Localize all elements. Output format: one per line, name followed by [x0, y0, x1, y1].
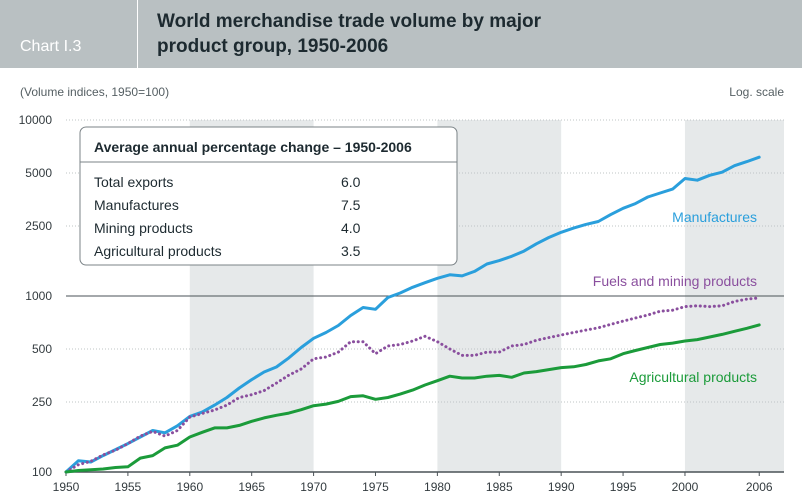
series-line-agricultural [64, 323, 761, 474]
x-tick-label: 1975 [362, 480, 389, 494]
y-tick-label: 500 [32, 342, 52, 356]
x-tick-labels: 1950 1955 1960 1965 1970 1975 1980 1985 1990 1995… [53, 472, 773, 494]
y-tick-label: 1000 [25, 289, 52, 303]
x-tick-label: 2006 [746, 480, 773, 494]
x-tick-label: 2000 [672, 480, 699, 494]
y-tick-label: 2500 [25, 219, 52, 233]
chart-subtitle: (Volume indices, 1950=100) [20, 85, 169, 99]
chart-header: Chart I.3 World merchandise trade volume… [0, 0, 802, 68]
legend-row-value: 7.5 [341, 197, 361, 213]
x-tick-label: 1965 [238, 480, 265, 494]
chart-number-label: Chart I.3 [20, 38, 82, 55]
series-label-agricultural: Agricultural products [629, 369, 757, 385]
series-line-fuels_mining [64, 296, 761, 474]
x-tick-label: 1970 [300, 480, 327, 494]
legend-row-value: 4.0 [341, 220, 361, 236]
chart-title: World merchandise trade volume by major … [157, 9, 717, 59]
scale-note: Log. scale [729, 85, 784, 99]
x-tick-label: 1955 [115, 480, 142, 494]
legend-row-label: Mining products [94, 220, 193, 236]
chart-title-line-2: product group, 1950-2006 [157, 36, 389, 57]
legend-row-label: Agricultural products [94, 243, 222, 259]
y-tick-label: 10000 [19, 113, 53, 127]
x-tick-label: 1950 [53, 480, 80, 494]
x-tick-label: 1990 [548, 480, 575, 494]
series-labels: Manufactures Fuels and mining products Agr… [593, 209, 757, 385]
legend-row-label: Total exports [94, 174, 173, 190]
y-tick-labels: 100 250 500 1000 2500 5000 10000 [19, 113, 53, 479]
legend-row-value: 3.5 [341, 243, 361, 259]
series-line-manufactures [64, 155, 761, 474]
legend-row-label: Manufactures [94, 197, 179, 213]
header-divider [137, 0, 138, 68]
x-tick-label: 1995 [610, 480, 637, 494]
x-tick-label: 1980 [424, 480, 451, 494]
x-tick-label: 1960 [176, 480, 203, 494]
chart-title-line-1: World merchandise trade volume by major [157, 11, 541, 32]
average-change-box: Average annual percentage change – 1950-… [79, 126, 458, 266]
legend-row-value: 6.0 [341, 174, 361, 190]
legend-box-title: Average annual percentage change – 1950-… [94, 139, 412, 155]
gridlines [66, 119, 784, 473]
y-tick-label: 250 [32, 395, 52, 409]
series-label-fuels_mining: Fuels and mining products [593, 273, 757, 289]
y-tick-label: 100 [32, 465, 52, 479]
trade-volume-chart: (Volume indices, 1950=100) Log. scale 10… [19, 85, 785, 494]
x-tick-label: 1985 [486, 480, 513, 494]
y-tick-label: 5000 [25, 166, 52, 180]
series-lines [64, 155, 761, 474]
series-label-manufactures: Manufactures [672, 209, 757, 225]
